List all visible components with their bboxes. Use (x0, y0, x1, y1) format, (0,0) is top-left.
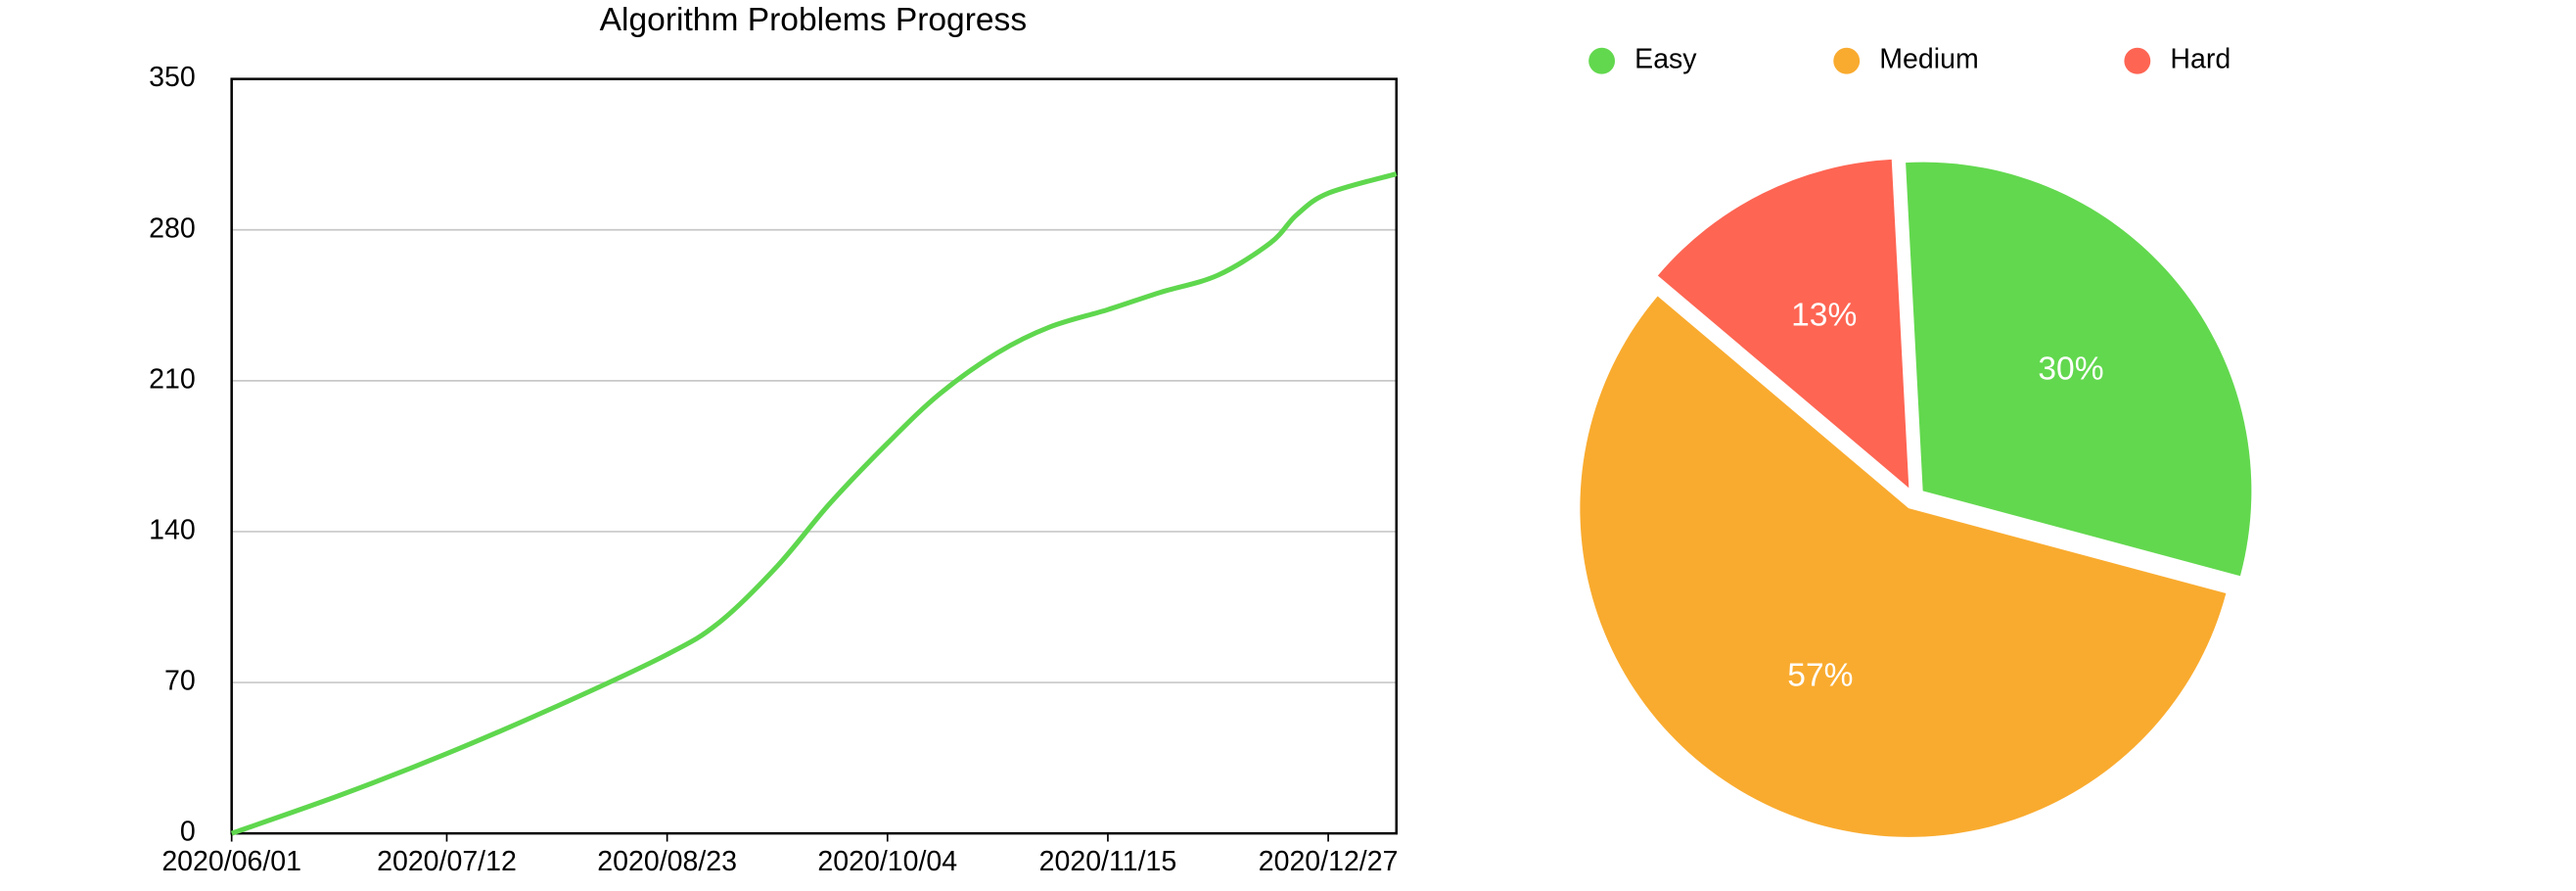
x-tick-label: 2020/12/27 (1259, 846, 1399, 877)
y-tick-label: 0 (180, 817, 196, 848)
y-tick-label: 140 (149, 514, 196, 545)
legend-swatch (1833, 47, 1861, 74)
legend-swatch (1588, 47, 1616, 74)
y-tick-label: 350 (149, 62, 196, 93)
slice-label: 13% (1791, 298, 1857, 334)
x-tick-label: 2020/07/12 (377, 846, 517, 877)
slice-label: 57% (1787, 658, 1853, 694)
plot-frame (230, 77, 1399, 835)
pie-slice (1906, 162, 2252, 577)
y-tick-label: 70 (164, 666, 196, 697)
x-tick-label: 2020/08/23 (597, 846, 737, 877)
y-tick-label: 280 (149, 212, 196, 244)
legend-label: Hard (2170, 44, 2231, 75)
slice-label: 30% (2038, 352, 2103, 388)
legend-label: Easy (1634, 44, 1697, 75)
x-tick-label: 2020/06/01 (161, 846, 301, 877)
pie-slice (1580, 296, 2227, 837)
pie-slice (1657, 159, 1909, 489)
legend-swatch (2124, 47, 2151, 74)
line-series (230, 171, 1398, 836)
x-tick-label: 2020/11/15 (1039, 846, 1177, 877)
y-tick-label: 210 (149, 363, 196, 395)
x-tick-label: 2020/10/04 (817, 846, 957, 877)
legend-label: Medium (1879, 44, 1978, 75)
chart-title: Algorithm Problems Progress (600, 2, 1027, 38)
